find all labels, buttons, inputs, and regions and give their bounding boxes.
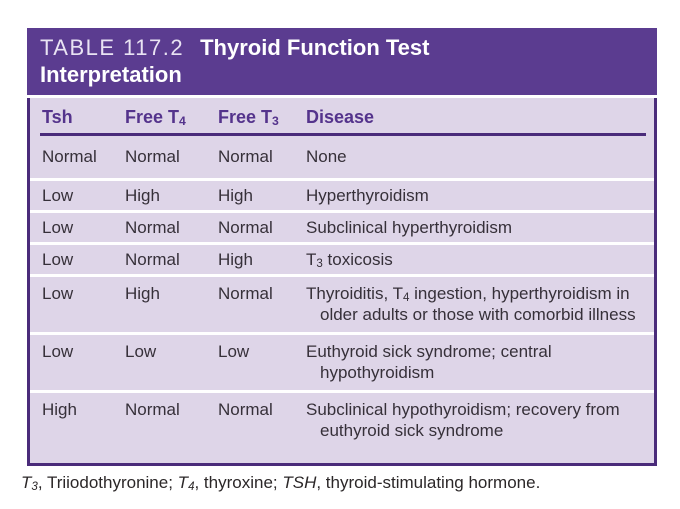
cell-disease: Thyroiditis, T4 ingestion, hyperthyroidi… xyxy=(306,283,646,325)
table-row: Normal Normal Normal None xyxy=(30,136,654,178)
text-segment: Free T xyxy=(125,107,180,127)
table-title-line-1: TABLE 117.2 Thyroid Function Test xyxy=(40,34,643,61)
text-segment: Subclinical hypothyroidism; recovery fro… xyxy=(306,400,620,419)
text-segment: Thyroiditis, T xyxy=(306,284,403,303)
text-segment: T xyxy=(177,473,189,492)
text-segment: Tsh xyxy=(42,107,73,127)
text-segment: T xyxy=(306,250,317,269)
cell-free-t3: Normal xyxy=(218,218,273,237)
cell-free-t4: Normal xyxy=(125,218,180,237)
cell-free-t3: Normal xyxy=(218,147,273,166)
text-segment: Free T xyxy=(218,107,273,127)
cell-free-t3: High xyxy=(218,186,253,205)
cell-free-t4: Normal xyxy=(125,147,180,166)
table-rows: Normal Normal Normal None Low High High Hyperth… xyxy=(30,136,654,463)
cell-disease: Subclinical hypothyroidism; recovery fro… xyxy=(306,399,646,441)
text-segment: None xyxy=(306,147,347,166)
cell-free-t3: Low xyxy=(218,342,250,361)
text-segment: Euthyroid sick syndrome; central xyxy=(306,342,552,361)
table-title-bar: TABLE 117.2 Thyroid Function Test Interp… xyxy=(27,28,657,95)
text-segment: Hyperthyroidism xyxy=(306,186,429,205)
text-segment: 4 xyxy=(403,292,410,305)
cell-free-t4: Normal xyxy=(125,250,180,269)
table-row: Low Low Low Euthyroid sick syndrome; centra… xyxy=(30,332,654,390)
cell-disease: Euthyroid sick syndrome; central hypothyr… xyxy=(306,341,646,383)
cell-disease: None xyxy=(306,146,646,167)
table-body: Tsh Free T4 Free T3 Disease Normal Normal… xyxy=(27,98,657,466)
text-segment: 3 xyxy=(31,481,38,494)
text-segment: hypothyroidism xyxy=(320,363,435,382)
text-segment: 3 xyxy=(316,258,323,271)
table-row: Low High High Hyperthyroidism xyxy=(30,178,654,210)
cell-disease: Hyperthyroidism xyxy=(306,185,646,206)
cell-tsh: Low xyxy=(42,342,74,361)
cell-free-t4: High xyxy=(125,186,160,205)
table-footnote: T3, Triiodothyronine; T4, thyroxine; TSH… xyxy=(21,472,666,493)
table-title-text: Thyroid Function Test xyxy=(200,35,430,60)
cell-tsh: Low xyxy=(42,250,74,269)
column-header-disease: Disease xyxy=(306,107,646,128)
text-segment: 3 xyxy=(272,114,279,129)
text-segment: toxicosis xyxy=(322,250,393,269)
cell-tsh: Normal xyxy=(42,147,97,166)
table-title-line-2: Interpretation xyxy=(40,62,182,87)
column-header-free-t3: Free T3 xyxy=(218,107,306,128)
cell-disease: T3 toxicosis xyxy=(306,249,646,270)
cell-free-t4: High xyxy=(125,284,160,303)
table-row: Low Normal Normal Subclinical hyperthyroidi… xyxy=(30,210,654,242)
table-row: Low High Normal Thyroiditis, T4 ingestion, … xyxy=(30,274,654,332)
cell-free-t4: Normal xyxy=(125,400,180,419)
text-segment: , Triiodothyronine; xyxy=(37,473,178,492)
table-row: Low Normal High T3 toxicosis xyxy=(30,242,654,274)
text-segment: Disease xyxy=(306,107,375,127)
cell-disease: Subclinical hyperthyroidism xyxy=(306,217,646,238)
text-segment: TSH xyxy=(282,473,317,492)
text-segment: 4 xyxy=(179,114,186,129)
table-number-label: TABLE 117.2 xyxy=(40,35,185,60)
header-underline xyxy=(40,133,646,136)
cell-free-t3: High xyxy=(218,250,253,269)
column-header-free-t4: Free T4 xyxy=(125,107,218,128)
cell-tsh: Low xyxy=(42,218,74,237)
text-segment: , thyroid-stimulating hormone. xyxy=(316,473,541,492)
cell-tsh: High xyxy=(42,400,77,419)
column-header-tsh: Tsh xyxy=(42,107,125,128)
table-row: High Normal Normal Subclinical hypothyroidi… xyxy=(30,390,654,463)
text-segment: 4 xyxy=(188,481,195,494)
text-segment: Subclinical hyperthyroidism xyxy=(306,218,512,237)
cell-tsh: Low xyxy=(42,284,74,303)
text-segment: euthyroid sick syndrome xyxy=(320,421,504,440)
cell-free-t3: Normal xyxy=(218,284,273,303)
text-segment: , thyroxine; xyxy=(194,473,283,492)
text-segment: ingestion, hyperthyroidism in xyxy=(409,284,630,303)
cell-tsh: Low xyxy=(42,186,74,205)
thyroid-function-table: TABLE 117.2 Thyroid Function Test Interp… xyxy=(27,28,657,466)
table-header-row: Tsh Free T4 Free T3 Disease xyxy=(30,98,654,133)
cell-free-t3: Normal xyxy=(218,400,273,419)
text-segment: T xyxy=(21,473,32,492)
text-segment: older adults or those with comorbid illn… xyxy=(320,305,636,324)
cell-free-t4: Low xyxy=(125,342,157,361)
